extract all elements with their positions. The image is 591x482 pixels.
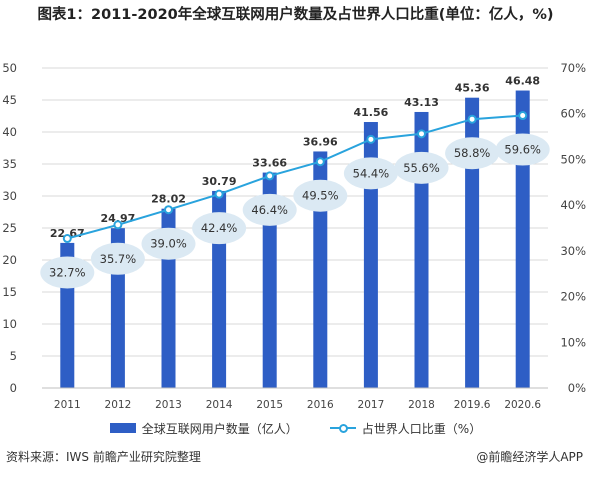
bar-value-label: 45.36 — [455, 82, 490, 95]
y-right-tick-label: 50% — [560, 152, 586, 166]
y-right-tick-label: 60% — [560, 107, 586, 121]
bar-value-label: 36.96 — [303, 135, 338, 148]
y-right-tick-label: 10% — [560, 335, 586, 349]
footer: 资料来源：IWS 前瞻产业研究院整理 @前瞻经济学人APP — [0, 448, 591, 468]
bar-value-label: 33.66 — [252, 157, 287, 170]
line-value-label: 46.4% — [251, 203, 288, 217]
x-tick-label: 2011 — [54, 399, 81, 411]
line-value-label: 58.8% — [454, 146, 491, 160]
bar — [465, 97, 480, 389]
y-left-tick-label: 50 — [2, 61, 17, 75]
legend-bar-label: 全球互联网用户数量（亿人） — [141, 421, 298, 436]
y-left-tick-label: 20 — [2, 253, 17, 267]
legend-line-swatch — [329, 423, 356, 433]
y-left-tick-label: 30 — [2, 189, 17, 203]
legend-item-line: 占世界人口比重（%） — [329, 420, 482, 437]
legend: 全球互联网用户数量（亿人） 占世界人口比重（%） — [0, 418, 591, 438]
line-label-bubble — [495, 133, 550, 166]
line-point — [518, 111, 528, 121]
x-tick-label: 2012 — [105, 399, 132, 411]
y-right-tick-label: 40% — [560, 198, 586, 212]
line-value-label: 55.6% — [403, 161, 440, 175]
x-tick-label: 2019.6 — [454, 399, 491, 411]
line-point — [467, 114, 477, 124]
line-point — [366, 134, 376, 144]
line-value-label: 59.6% — [504, 143, 541, 157]
line-label-bubble — [192, 212, 247, 245]
y-right-tick-label: 70% — [560, 61, 586, 75]
y-left-tick-label: 25 — [2, 221, 17, 235]
line-label-bubble — [445, 137, 500, 170]
brand-credit: @前瞻经济学人APP — [476, 450, 583, 464]
bar-value-label: 43.13 — [404, 96, 439, 109]
x-tick-label: 2018 — [408, 399, 435, 411]
y-left-tick-label: 5 — [10, 349, 17, 363]
y-right-tick-label: 20% — [560, 290, 586, 304]
line-point — [265, 171, 275, 181]
line-value-label: 54.4% — [353, 166, 390, 180]
line-label-bubble — [242, 193, 297, 226]
line-label-bubble — [394, 151, 449, 184]
line-point — [214, 189, 224, 199]
line-label-bubble — [343, 157, 398, 190]
line-value-label: 39.0% — [150, 237, 187, 251]
line-point — [417, 129, 426, 139]
y-left-tick-label: 0 — [10, 381, 17, 395]
line-series — [67, 114, 523, 240]
line-point — [62, 234, 72, 244]
y-left-tick-label: 45 — [2, 93, 17, 107]
line-label-bubble — [141, 227, 196, 260]
y-left-tick-label: 35 — [2, 157, 17, 171]
line-value-label: 35.7% — [100, 252, 137, 266]
line-value-label: 49.5% — [302, 189, 339, 203]
line-value-label: 42.4% — [201, 221, 238, 235]
source-note: 资料来源：IWS 前瞻产业研究院整理 — [6, 450, 201, 464]
legend-item-bar: 全球互联网用户数量（亿人） — [109, 420, 298, 437]
bar-value-label: 46.48 — [505, 75, 540, 88]
bar-value-label: 41.56 — [354, 106, 389, 119]
bar — [262, 172, 277, 388]
line-label-bubble — [293, 179, 348, 212]
y-left-tick-label: 10 — [2, 317, 17, 331]
y-left-tick-label: 15 — [2, 285, 17, 299]
line-value-label: 32.7% — [49, 266, 86, 280]
x-tick-label: 2020.6 — [504, 399, 541, 411]
line-point — [315, 157, 325, 167]
y-right-tick-label: 30% — [560, 244, 586, 258]
legend-line-label: 占世界人口比重（%） — [361, 421, 482, 436]
bar-value-label: 28.02 — [151, 193, 186, 206]
chart-title: 图表1：2011-2020年全球互联网用户数量及占世界人口比重(单位：亿人，%) — [37, 7, 554, 23]
line-label-bubble — [40, 256, 95, 289]
line-point — [113, 220, 123, 230]
y-left-tick-label: 40 — [2, 125, 17, 139]
line-label-bubble — [90, 242, 145, 275]
x-tick-label: 2016 — [307, 399, 334, 411]
x-tick-label: 2017 — [358, 399, 385, 411]
x-tick-label: 2013 — [155, 399, 182, 411]
x-tick-label: 2015 — [256, 399, 283, 411]
bar-value-label: 30.79 — [202, 175, 237, 188]
x-tick-label: 2014 — [206, 399, 233, 411]
legend-bar-swatch — [109, 423, 136, 433]
y-right-tick-label: 0% — [568, 381, 586, 395]
line-point — [164, 205, 173, 215]
